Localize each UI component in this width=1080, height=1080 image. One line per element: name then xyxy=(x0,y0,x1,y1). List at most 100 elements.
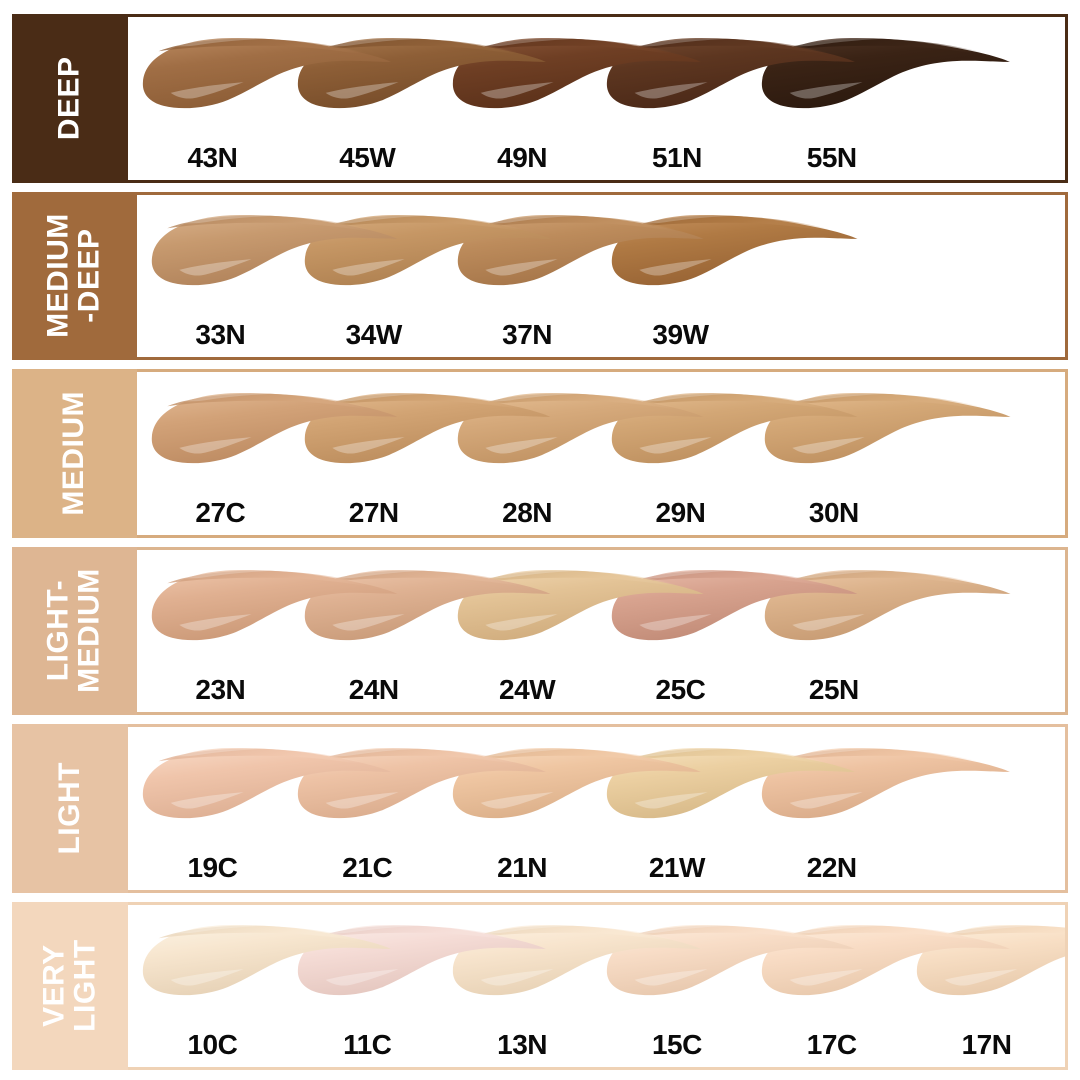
swatch-smear-svg xyxy=(142,923,391,996)
shade-row-deep: DEEP 43N 45W xyxy=(12,14,1068,183)
shade-code-label: 21C xyxy=(342,851,393,883)
smear-edge-light xyxy=(629,36,755,47)
row-label-medium: MEDIUM xyxy=(12,369,137,538)
smear-gloss xyxy=(792,436,865,454)
smear-edge-light xyxy=(475,746,600,757)
row-label-text: MEDIUM xyxy=(57,391,90,516)
smear-gloss xyxy=(639,436,712,454)
row-label-light: LIGHT xyxy=(12,724,128,893)
shade-code-label: 37N xyxy=(502,319,553,350)
smear-gloss xyxy=(485,436,558,454)
shade-code-label: 29N xyxy=(655,496,706,528)
shade-swatch-17N[interactable]: 17N xyxy=(910,909,1065,1068)
row-body-light-medium: 23N 24N 24W xyxy=(136,546,1068,715)
smear-wrap xyxy=(136,731,391,852)
smear-gloss xyxy=(639,614,712,631)
foundation-smear-icon xyxy=(136,741,396,830)
smear-gloss xyxy=(325,791,399,809)
shade-swatch-10C[interactable]: 10C xyxy=(136,909,391,1068)
smear-top-ridge xyxy=(158,925,388,947)
smear-edge-light xyxy=(173,568,298,579)
shade-swatch-19C[interactable]: 19C xyxy=(136,731,391,890)
smear-edge-light xyxy=(173,391,298,402)
smear-top-ridge xyxy=(623,925,852,947)
shade-code-label: 15C xyxy=(651,1029,702,1060)
row-label-line2: LIGHT xyxy=(68,939,101,1033)
smear-top-ridge xyxy=(158,748,388,770)
smear-edge-light xyxy=(633,213,758,224)
smear-gloss xyxy=(170,791,244,809)
smear-edge-light xyxy=(475,923,600,934)
row-label-light-medium: LIGHT- MEDIUM xyxy=(12,546,137,715)
row-label-line1: VERY xyxy=(37,944,71,1028)
foundation-smear-icon xyxy=(145,208,403,297)
foundation-smear-icon xyxy=(145,386,403,475)
smear-body xyxy=(151,215,398,286)
shade-code-label: 34W xyxy=(345,319,403,350)
shade-code-label: 33N xyxy=(195,319,246,350)
shade-code-label: 45W xyxy=(339,141,396,173)
smear-edge-light xyxy=(165,746,291,757)
smear-gloss xyxy=(792,614,865,631)
smear-top-ridge xyxy=(320,215,548,237)
smear-gloss xyxy=(332,259,405,276)
shade-code-label: 30N xyxy=(808,496,859,528)
smear-top-ridge xyxy=(627,570,854,592)
shade-code-label: 27C xyxy=(195,496,246,528)
smear-edge-light xyxy=(784,923,910,934)
smear-edge-light xyxy=(480,213,605,224)
smear-gloss xyxy=(170,969,244,986)
smear-gloss xyxy=(325,81,399,99)
smear-wrap xyxy=(145,376,398,497)
smear-gloss xyxy=(635,791,708,809)
smear-edge-light xyxy=(787,568,912,579)
shade-code-label: 25N xyxy=(808,674,859,705)
smear-top-ridge xyxy=(166,393,394,415)
shade-code-label: 22N xyxy=(806,851,857,883)
smear-top-ridge xyxy=(468,925,698,947)
smear-gloss xyxy=(325,969,399,986)
row-label-medium-deep: MEDIUM -DEEP xyxy=(12,191,137,360)
shade-code-label: 10C xyxy=(187,1029,238,1060)
smear-top-ridge xyxy=(627,215,854,237)
shade-code-label: 17C xyxy=(806,1029,857,1060)
smear-edge-light xyxy=(787,391,912,402)
smear-edge-light xyxy=(320,746,446,757)
smear-edge-light xyxy=(165,923,291,934)
smear-edge-light xyxy=(633,568,758,579)
shade-swatch-27C[interactable]: 27C xyxy=(145,376,398,535)
smear-edge-light xyxy=(480,391,605,402)
smear-top-ridge xyxy=(780,570,1008,592)
smear-top-ridge xyxy=(623,38,852,60)
shade-code-label: 23N xyxy=(195,674,246,705)
shade-swatch-23N[interactable]: 23N xyxy=(145,554,398,713)
shade-swatch-33N[interactable]: 33N xyxy=(145,199,398,358)
row-label-line1: DEEP xyxy=(52,56,86,141)
shade-swatch-43N[interactable]: 43N xyxy=(136,21,391,180)
smear-body xyxy=(151,570,398,641)
smear-gloss xyxy=(485,614,558,631)
smear-edge-light xyxy=(784,746,910,757)
swatch-track: 19C 21C 21N xyxy=(128,727,1065,890)
row-label-text: DEEP xyxy=(52,56,86,141)
smear-edge-light xyxy=(629,923,755,934)
smear-gloss xyxy=(480,969,554,986)
smear-top-ridge xyxy=(320,393,548,415)
swatch-smear-svg xyxy=(151,568,398,641)
smear-top-ridge xyxy=(313,925,543,947)
smear-top-ridge xyxy=(777,748,1007,770)
shade-code-label: 24N xyxy=(348,674,399,705)
smear-gloss xyxy=(179,614,252,631)
smear-gloss xyxy=(944,969,1018,986)
row-label-line1: LIGHT- xyxy=(41,580,75,682)
smear-edge-light xyxy=(327,568,451,579)
smear-edge-light xyxy=(320,36,446,47)
row-label-line1: LIGHT xyxy=(52,762,86,855)
smear-edge-light xyxy=(165,36,291,47)
smear-top-ridge xyxy=(780,393,1008,415)
smear-top-ridge xyxy=(932,925,1065,939)
shade-code-label: 24W xyxy=(499,674,556,705)
smear-wrap xyxy=(136,909,391,1030)
smear-top-ridge xyxy=(313,748,543,770)
